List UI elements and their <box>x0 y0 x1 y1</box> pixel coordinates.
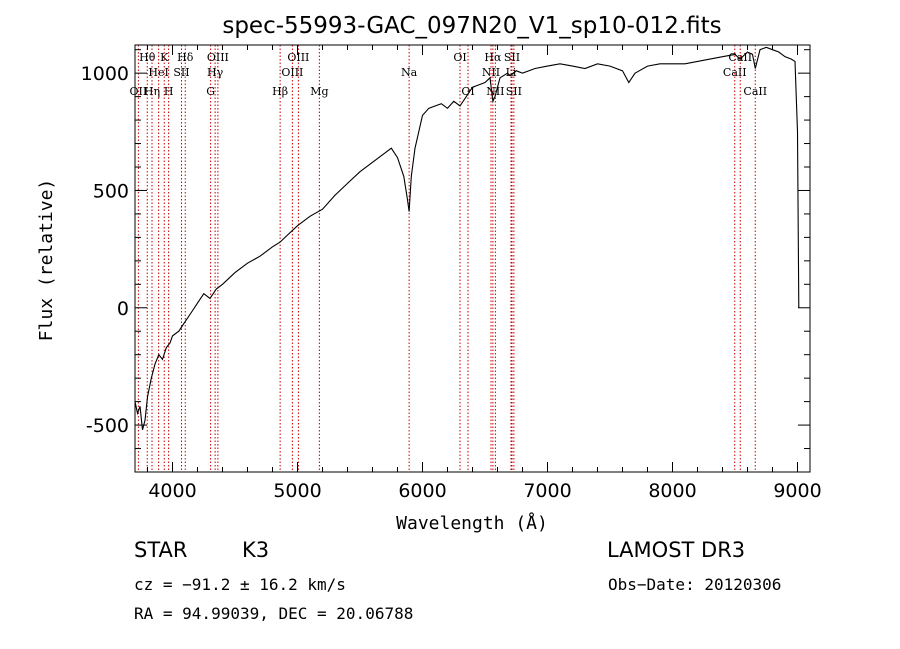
line-label-14: Mg <box>310 85 328 98</box>
spectral-line-markers <box>137 45 756 472</box>
x-tick-label-3: 7000 <box>523 480 571 502</box>
spectrum-line <box>134 46 800 430</box>
redshift-velocity: cz = −91.2 ± 16.2 km/s <box>134 575 346 594</box>
coordinates: RA = 94.99039, DEC = 20.06788 <box>134 604 414 623</box>
chart-title: spec-55993-GAC_097N20_V1_sp10-012.fits <box>222 13 721 39</box>
line-label-26: CaII <box>743 85 767 98</box>
x-axis-ticks: 4000 5000 6000 7000 8000 9000 <box>147 45 822 502</box>
x-tick-label-5: 9000 <box>773 480 821 502</box>
line-label-19: Hα <box>484 51 502 64</box>
y-tick-label-0: -500 <box>86 415 129 437</box>
x-tick-label-0: 4000 <box>148 480 196 502</box>
line-label-4: K <box>160 51 169 64</box>
line-label-11: Hβ <box>272 85 288 98</box>
y-tick-label-1: 0 <box>117 298 129 320</box>
plot-frame <box>134 44 811 473</box>
line-label-16: OI <box>453 51 466 64</box>
line-label-10: OIII <box>207 51 229 64</box>
line-label-23: SII <box>506 85 522 98</box>
line-label-21: Li <box>506 66 517 79</box>
observation-date: Obs−Date: 20120306 <box>608 575 782 594</box>
line-label-7: Hδ <box>177 51 194 64</box>
line-label-3: HeI <box>148 66 168 79</box>
line-label-2: Hη <box>144 85 160 98</box>
line-label-6: SII <box>173 66 189 79</box>
survey-name: LAMOST DR3 <box>607 538 746 562</box>
line-label-5: H <box>164 85 174 98</box>
y-axis-label: Flux (relative) <box>36 179 57 342</box>
object-class: STAR <box>134 538 188 562</box>
line-label-8: G <box>206 85 215 98</box>
y-tick-label-3: 1000 <box>81 63 129 85</box>
line-label-12: OIII <box>281 66 303 79</box>
spectral-subclass: K3 <box>242 538 270 562</box>
x-tick-label-4: 8000 <box>648 480 696 502</box>
x-axis-label: Wavelength (Å) <box>396 512 548 534</box>
y-tick-label-2: 500 <box>93 180 129 202</box>
line-label-0: Hθ <box>139 51 156 64</box>
y-axis-ticks: -500 0 500 1000 <box>81 49 810 450</box>
x-tick-label-1: 5000 <box>273 480 321 502</box>
line-label-24: CaII <box>723 66 747 79</box>
line-label-9: Hγ <box>207 66 224 79</box>
x-tick-label-2: 6000 <box>398 480 446 502</box>
line-label-13: OIII <box>287 51 309 64</box>
line-label-1: OII <box>130 85 148 98</box>
line-label-15: Na <box>401 66 418 79</box>
line-label-18: NII <box>482 66 500 79</box>
line-label-22: SII <box>504 51 520 64</box>
